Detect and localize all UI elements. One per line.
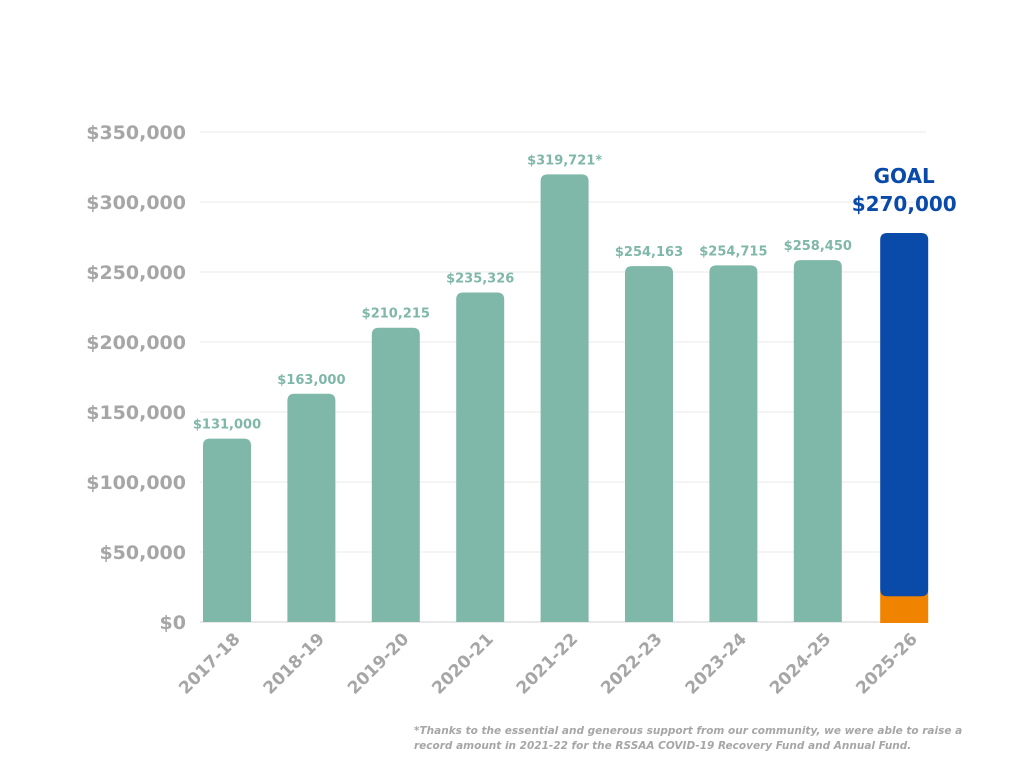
y-tick-label: $0 bbox=[160, 612, 186, 634]
footnote: *Thanks to the essential and generous su… bbox=[414, 724, 974, 754]
data-label: $235,326 bbox=[446, 272, 514, 287]
data-label: $163,000 bbox=[277, 373, 345, 388]
bar bbox=[287, 393, 336, 622]
data-labels: $131,000 $163,000 $210,215 $235,326 $319,721… bbox=[193, 153, 852, 432]
goal-label-amount: $270,000 bbox=[852, 192, 957, 216]
y-tick-label: $250,000 bbox=[86, 262, 186, 284]
footnote-line-1: *Thanks to the essential and generous su… bbox=[414, 725, 963, 737]
x-tick-label: 2024-25 bbox=[766, 629, 835, 698]
y-axis: $0 $50,000 $100,000 $150,000 $200,000 $250,00… bbox=[86, 122, 186, 634]
x-axis: 2017-18 2018-19 2019-20 2020-21 2021-22 2022-… bbox=[175, 629, 922, 698]
goal-progress-bar bbox=[880, 591, 929, 623]
y-tick-label: $150,000 bbox=[86, 402, 186, 424]
x-tick-label: 2025-26 bbox=[852, 629, 921, 698]
bar bbox=[456, 292, 505, 622]
x-tick-label: 2023-24 bbox=[682, 629, 751, 698]
goal-bar bbox=[880, 233, 929, 597]
y-tick-label: $350,000 bbox=[86, 122, 186, 144]
y-tick-label: $50,000 bbox=[99, 542, 186, 564]
data-label: $210,215 bbox=[362, 307, 430, 322]
x-tick-label: 2020-21 bbox=[428, 629, 497, 698]
bar bbox=[793, 260, 842, 622]
x-tick-label: 2019-20 bbox=[344, 629, 413, 698]
bar bbox=[625, 266, 673, 622]
data-label: $258,450 bbox=[784, 239, 852, 254]
data-label: $319,721* bbox=[527, 153, 602, 168]
y-tick-label: $200,000 bbox=[86, 332, 186, 354]
goal-annotation: GOAL $270,000 bbox=[852, 164, 957, 216]
bar bbox=[540, 174, 589, 622]
y-tick-label: $100,000 bbox=[86, 472, 186, 494]
bars bbox=[203, 174, 929, 623]
y-tick-label: $300,000 bbox=[86, 192, 186, 214]
data-label: $131,000 bbox=[193, 418, 261, 433]
bar bbox=[709, 265, 758, 622]
footnote-line-2: record amount in 2021-22 for the RSSAA C… bbox=[414, 740, 912, 752]
data-label: $254,163 bbox=[615, 245, 683, 260]
goal-label-title: GOAL bbox=[874, 164, 935, 188]
x-tick-label: 2022-23 bbox=[597, 629, 666, 698]
x-tick-label: 2021-22 bbox=[513, 629, 582, 698]
bar bbox=[203, 438, 251, 622]
x-tick-label: 2017-18 bbox=[175, 629, 244, 698]
x-tick-label: 2018-19 bbox=[260, 629, 329, 698]
bar bbox=[371, 327, 420, 622]
data-label: $254,715 bbox=[699, 244, 767, 259]
